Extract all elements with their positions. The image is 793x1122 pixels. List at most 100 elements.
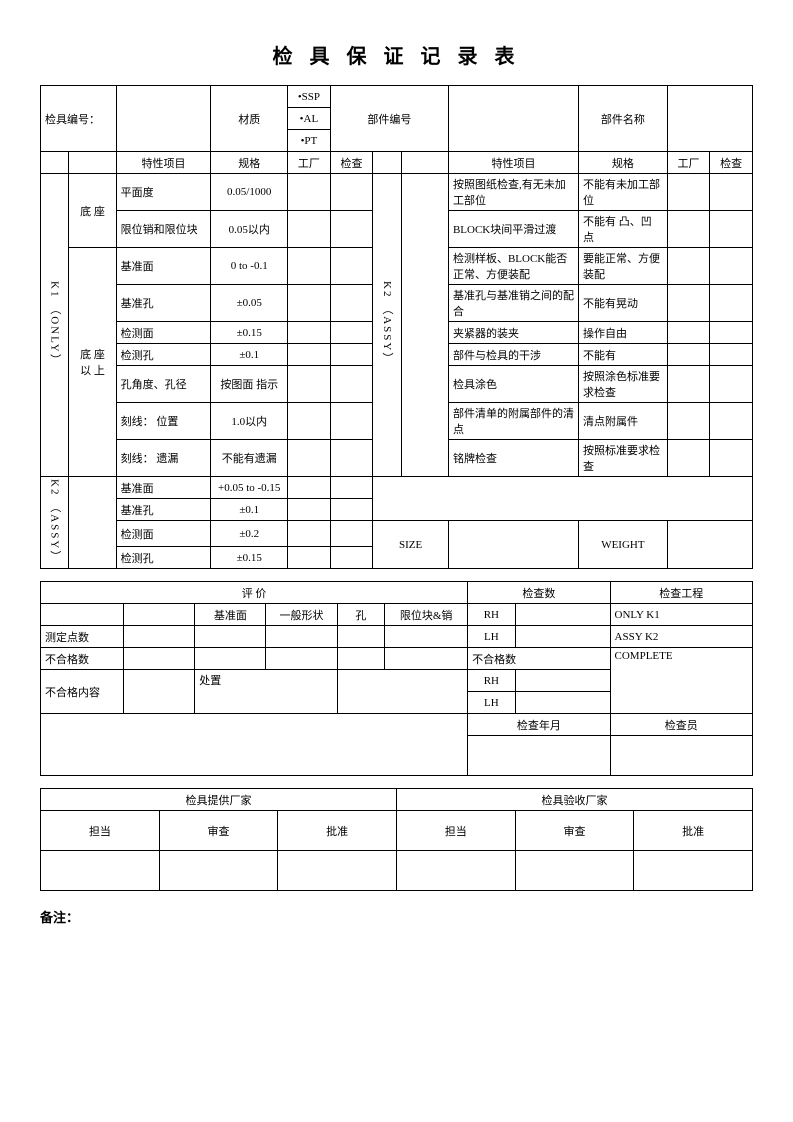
k2r-chk-0[interactable] <box>710 174 753 211</box>
k2l-chk-0[interactable] <box>330 477 373 499</box>
checker-value[interactable] <box>610 736 752 776</box>
acceptor-pic-value[interactable] <box>396 851 515 891</box>
k2r-fac-0[interactable] <box>667 174 710 211</box>
k1a-chk-0[interactable] <box>330 248 373 285</box>
k2l-fac-3[interactable] <box>288 547 331 569</box>
k2r-fac-7[interactable] <box>667 403 710 440</box>
datum-face-label: 基准面 <box>195 604 266 626</box>
check-date-value[interactable] <box>468 736 610 776</box>
mp-3[interactable] <box>266 626 337 648</box>
k2r-fac-2[interactable] <box>667 248 710 285</box>
k1a-spec-2: ±0.15 <box>211 322 288 344</box>
k1a-spec-3: ±0.1 <box>211 344 288 366</box>
k1a-fac-0[interactable] <box>288 248 331 285</box>
k2r-item-0: 按照图纸检查,有无未加工部位 <box>448 174 578 211</box>
k1a-chk-2[interactable] <box>330 322 373 344</box>
k2r-fac-6[interactable] <box>667 366 710 403</box>
rh-value-2[interactable] <box>515 670 610 692</box>
provider-pic-value[interactable] <box>41 851 160 891</box>
k1-base-chk-0[interactable] <box>330 174 373 211</box>
material-label: 材质 <box>211 86 288 152</box>
ng-2[interactable] <box>195 648 266 670</box>
lh-value-2[interactable] <box>515 692 610 714</box>
eval-big-blank[interactable] <box>41 714 468 776</box>
k1a-spec-5: 1.0以内 <box>211 403 288 440</box>
k1a-chk-3[interactable] <box>330 344 373 366</box>
k2l-chk-2[interactable] <box>330 521 373 547</box>
ng-5[interactable] <box>385 648 468 670</box>
k2r-chk-6[interactable] <box>710 366 753 403</box>
k2r-chk-7[interactable] <box>710 403 753 440</box>
k2r-chk-4[interactable] <box>710 322 753 344</box>
k2r-chk-1[interactable] <box>710 211 753 248</box>
k1-base-item-0: 平面度 <box>116 174 211 211</box>
k1a-chk-4[interactable] <box>330 366 373 403</box>
acceptor-review-value[interactable] <box>515 851 634 891</box>
treatment-value[interactable] <box>337 670 468 714</box>
ng-1[interactable] <box>124 648 195 670</box>
mp-4[interactable] <box>337 626 384 648</box>
k1a-fac-6[interactable] <box>288 440 331 477</box>
weight-value[interactable] <box>667 521 752 569</box>
size-value[interactable] <box>448 521 578 569</box>
part-name-value[interactable] <box>667 86 752 152</box>
k2r-fac-8[interactable] <box>667 440 710 477</box>
k1a-fac-5[interactable] <box>288 403 331 440</box>
k2l-fac-0[interactable] <box>288 477 331 499</box>
k2r-spec-3: 不能有晃动 <box>579 285 668 322</box>
k1a-fac-4[interactable] <box>288 366 331 403</box>
provider-review-label: 审查 <box>159 811 278 851</box>
mp-1[interactable] <box>124 626 195 648</box>
ng-3[interactable] <box>266 648 337 670</box>
k2r-fac-4[interactable] <box>667 322 710 344</box>
k2r-chk-8[interactable] <box>710 440 753 477</box>
k1a-chk-1[interactable] <box>330 285 373 322</box>
k2r-fac-5[interactable] <box>667 344 710 366</box>
k1a-chk-5[interactable] <box>330 403 373 440</box>
k1a-fac-3[interactable] <box>288 344 331 366</box>
ng-4[interactable] <box>337 648 384 670</box>
checker-label: 检查员 <box>610 714 752 736</box>
material-ssp[interactable]: •SSP <box>288 86 331 108</box>
k2l-chk-1[interactable] <box>330 499 373 521</box>
lh-label-2: LH <box>468 692 515 714</box>
weight-label: WEIGHT <box>579 521 668 569</box>
provider-review-value[interactable] <box>159 851 278 891</box>
k1-base-chk-1[interactable] <box>330 211 373 248</box>
check-date-label: 检查年月 <box>468 714 610 736</box>
k1a-chk-6[interactable] <box>330 440 373 477</box>
k2r-chk-2[interactable] <box>710 248 753 285</box>
fixture-no-value[interactable] <box>116 86 211 152</box>
rh-label-2: RH <box>468 670 515 692</box>
acceptor-approve-value[interactable] <box>634 851 753 891</box>
acceptor-review-label: 审查 <box>515 811 634 851</box>
k2l-chk-3[interactable] <box>330 547 373 569</box>
ng-content-value[interactable] <box>124 670 195 714</box>
k1-base-fac-0[interactable] <box>288 174 331 211</box>
k1-base-fac-1[interactable] <box>288 211 331 248</box>
col-spec-right: 规格 <box>579 152 668 174</box>
remarks-label: 备注： <box>40 907 753 926</box>
material-pt[interactable]: •PT <box>288 130 331 152</box>
k2l-fac-2[interactable] <box>288 521 331 547</box>
k2l-fac-1[interactable] <box>288 499 331 521</box>
k2r-fac-3[interactable] <box>667 285 710 322</box>
k1a-item-2: 检测面 <box>116 322 211 344</box>
k2r-fac-1[interactable] <box>667 211 710 248</box>
k2r-chk-3[interactable] <box>710 285 753 322</box>
provider-approve-value[interactable] <box>278 851 397 891</box>
material-al[interactable]: •AL <box>288 108 331 130</box>
mp-2[interactable] <box>195 626 266 648</box>
k2l-item-0: 基准面 <box>116 477 211 499</box>
lh-value-1[interactable] <box>515 626 610 648</box>
fixture-no-label: 检具编号： <box>41 86 117 152</box>
k1a-fac-2[interactable] <box>288 322 331 344</box>
check-count-header: 检查数 <box>468 582 610 604</box>
k2r-spec-2: 要能正常、方便装配 <box>579 248 668 285</box>
k2r-chk-5[interactable] <box>710 344 753 366</box>
part-no-value[interactable] <box>448 86 578 152</box>
mp-5[interactable] <box>385 626 468 648</box>
lh-label-1: LH <box>468 626 515 648</box>
k1a-fac-1[interactable] <box>288 285 331 322</box>
rh-value-1[interactable] <box>515 604 610 626</box>
